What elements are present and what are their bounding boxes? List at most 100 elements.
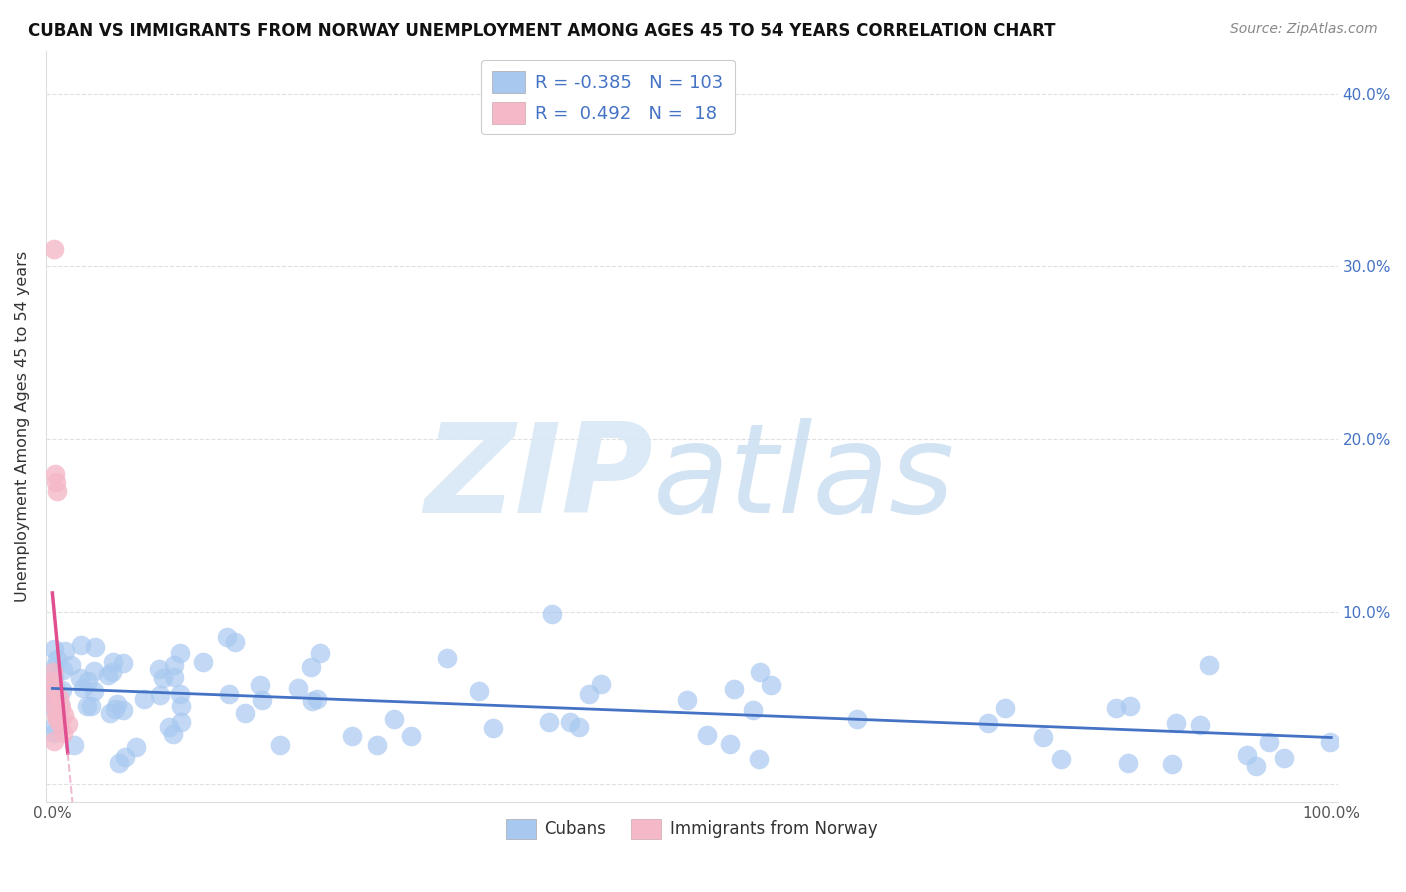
Point: [749, 665, 772, 679]
Point: [366, 738, 388, 752]
Point: [696, 728, 718, 742]
Point: [399, 729, 422, 743]
Point: [1198, 658, 1220, 673]
Point: [42, 659, 65, 673]
Point: [98, 706, 121, 721]
Point: [308, 646, 330, 660]
Point: [42, 682, 65, 697]
Point: [162, 727, 184, 741]
Point: [169, 715, 191, 730]
Point: [170, 698, 193, 713]
Point: [741, 703, 763, 717]
Y-axis label: Unemployment Among Ages 45 to 54 years: Unemployment Among Ages 45 to 54 years: [15, 251, 30, 602]
Point: [676, 692, 699, 706]
Point: [42, 726, 65, 740]
Text: Source: ZipAtlas.com: Source: ZipAtlas.com: [1230, 22, 1378, 37]
Point: [51, 699, 73, 714]
Point: [977, 715, 1000, 730]
Point: [589, 677, 612, 691]
Point: [46, 483, 69, 498]
Point: [340, 729, 363, 743]
Text: CUBAN VS IMMIGRANTS FROM NORWAY UNEMPLOYMENT AMONG AGES 45 TO 54 YEARS CORRELATI: CUBAN VS IMMIGRANTS FROM NORWAY UNEMPLOY…: [28, 22, 1056, 40]
Point: [249, 678, 271, 692]
Point: [1319, 735, 1341, 749]
Point: [44, 691, 66, 706]
Point: [44, 681, 66, 695]
Point: [69, 672, 91, 686]
Point: [52, 708, 75, 723]
Point: [1119, 699, 1142, 714]
Point: [42, 242, 65, 256]
Point: [48, 691, 70, 706]
Text: ZIP: ZIP: [425, 418, 652, 539]
Point: [163, 670, 186, 684]
Point: [42, 688, 65, 702]
Point: [748, 752, 770, 766]
Point: [482, 721, 505, 735]
Point: [42, 688, 65, 702]
Point: [148, 662, 170, 676]
Point: [83, 664, 105, 678]
Point: [45, 708, 67, 723]
Point: [1161, 757, 1184, 772]
Point: [42, 665, 65, 679]
Point: [560, 715, 582, 730]
Point: [163, 658, 186, 673]
Point: [56, 717, 79, 731]
Point: [101, 655, 124, 669]
Point: [42, 690, 65, 704]
Point: [301, 694, 323, 708]
Point: [718, 737, 741, 751]
Point: [42, 692, 65, 706]
Point: [42, 734, 65, 748]
Point: [1032, 731, 1054, 745]
Point: [1105, 701, 1128, 715]
Point: [59, 657, 82, 672]
Point: [46, 712, 69, 726]
Point: [134, 691, 156, 706]
Point: [761, 678, 783, 692]
Point: [49, 717, 72, 731]
Point: [46, 652, 69, 666]
Point: [52, 663, 75, 677]
Point: [169, 646, 191, 660]
Point: [42, 686, 65, 700]
Point: [1050, 751, 1073, 765]
Point: [42, 673, 65, 688]
Point: [224, 635, 246, 649]
Point: [157, 720, 180, 734]
Point: [42, 719, 65, 733]
Point: [76, 673, 98, 688]
Point: [1272, 750, 1295, 764]
Point: [114, 750, 136, 764]
Point: [233, 706, 256, 721]
Point: [44, 699, 66, 714]
Point: [52, 725, 75, 739]
Point: [45, 475, 67, 490]
Point: [69, 638, 91, 652]
Point: [1236, 747, 1258, 762]
Point: [80, 699, 103, 714]
Point: [112, 702, 135, 716]
Point: [845, 712, 868, 726]
Point: [252, 693, 274, 707]
Point: [468, 684, 491, 698]
Point: [42, 669, 65, 683]
Point: [191, 655, 214, 669]
Point: [299, 660, 322, 674]
Point: [578, 687, 600, 701]
Point: [51, 683, 73, 698]
Point: [49, 714, 72, 728]
Point: [104, 702, 127, 716]
Point: [44, 467, 66, 481]
Point: [97, 668, 120, 682]
Point: [1116, 756, 1139, 771]
Point: [382, 712, 405, 726]
Point: [53, 644, 76, 658]
Point: [540, 607, 562, 621]
Point: [84, 640, 107, 655]
Point: [100, 665, 122, 680]
Point: [108, 756, 131, 770]
Point: [83, 684, 105, 698]
Point: [149, 688, 172, 702]
